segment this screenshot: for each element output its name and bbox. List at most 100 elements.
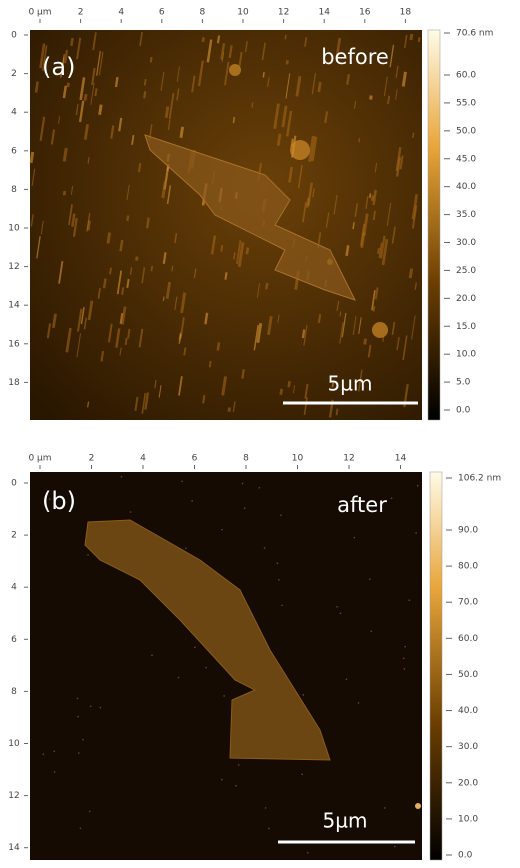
streak (317, 81, 322, 93)
x-tick-label: 12 (278, 8, 289, 18)
colorbar-label: 25.0 (456, 266, 476, 276)
colorbar-label: 20.0 (458, 778, 478, 788)
particle (402, 657, 405, 660)
particle (78, 752, 80, 754)
streak (129, 267, 133, 275)
streak (102, 278, 107, 289)
streak (60, 54, 65, 78)
streak (324, 111, 329, 124)
streak (68, 204, 73, 226)
particle (82, 738, 84, 741)
streak (126, 215, 130, 222)
streak (180, 292, 187, 314)
streak (90, 82, 95, 105)
particle (235, 784, 237, 787)
streak (279, 388, 283, 396)
y-tick-label: 12 (8, 262, 19, 272)
streak (121, 306, 127, 325)
y-tick-label: 2 (11, 531, 17, 541)
x-tick-label: 10 (237, 8, 249, 18)
streak (191, 75, 196, 93)
streak (150, 265, 154, 272)
streak (253, 324, 259, 351)
streak (162, 296, 165, 302)
streak (76, 37, 82, 60)
streak (138, 328, 144, 348)
streak (58, 261, 64, 284)
streak (216, 35, 221, 44)
scale-bar-label: 5µm (323, 809, 368, 833)
particle (53, 750, 56, 753)
streak (305, 197, 310, 208)
streak (304, 383, 309, 399)
panel-label: (a) (42, 53, 75, 81)
streak (63, 49, 69, 64)
streak (369, 193, 372, 199)
streak (39, 116, 46, 142)
particle (404, 645, 406, 648)
streak (176, 88, 180, 101)
streak (178, 376, 183, 396)
streak (285, 60, 289, 65)
streak (372, 306, 376, 312)
streak (311, 73, 317, 95)
streak (98, 104, 103, 115)
streak (30, 214, 34, 227)
streak (87, 401, 90, 408)
colorbar-label: 45.0 (456, 154, 476, 164)
streak (354, 203, 359, 218)
particle (416, 484, 419, 487)
streak (411, 194, 419, 220)
streak (216, 342, 221, 351)
colorbar-label: 10.0 (458, 814, 478, 824)
x-tick-label: 10 (292, 454, 304, 464)
particle (353, 536, 356, 539)
streak (135, 256, 139, 261)
streak (310, 136, 318, 162)
streak (381, 238, 389, 266)
particle (258, 487, 261, 489)
streak (335, 408, 339, 416)
streak (107, 323, 113, 343)
x-tick-label: 18 (400, 8, 412, 18)
streak (265, 282, 269, 290)
streak (333, 194, 338, 215)
streak (244, 41, 248, 53)
streak (161, 181, 167, 199)
y-tick-label: 0 (11, 31, 17, 41)
streak (417, 37, 421, 43)
streak (83, 93, 88, 101)
particle (243, 507, 246, 509)
streak (237, 242, 245, 268)
streak (353, 100, 357, 109)
colorbar-label: 80.0 (458, 562, 478, 572)
streak (370, 195, 375, 202)
streak (145, 217, 150, 229)
streak (176, 66, 181, 82)
particle (120, 475, 123, 478)
streak (201, 37, 205, 43)
colorbar-label: 40.0 (456, 182, 476, 192)
streak (179, 126, 185, 138)
streak (97, 288, 101, 299)
y-tick-label: 2 (11, 69, 17, 79)
streak (65, 327, 72, 353)
particle (384, 807, 386, 809)
streak (395, 89, 398, 100)
streak (167, 119, 171, 131)
colorbar-label: 60.0 (458, 634, 478, 644)
streak (91, 67, 96, 86)
streak (374, 287, 379, 300)
streak (221, 376, 228, 396)
streak (371, 290, 376, 311)
particle (49, 498, 51, 500)
particle (223, 695, 225, 697)
flake (84, 519, 331, 761)
particle (89, 705, 92, 708)
streak (98, 51, 104, 76)
streak (76, 308, 83, 332)
particle (369, 578, 371, 581)
particle (415, 532, 417, 534)
streak (297, 164, 303, 189)
streak (70, 185, 74, 195)
